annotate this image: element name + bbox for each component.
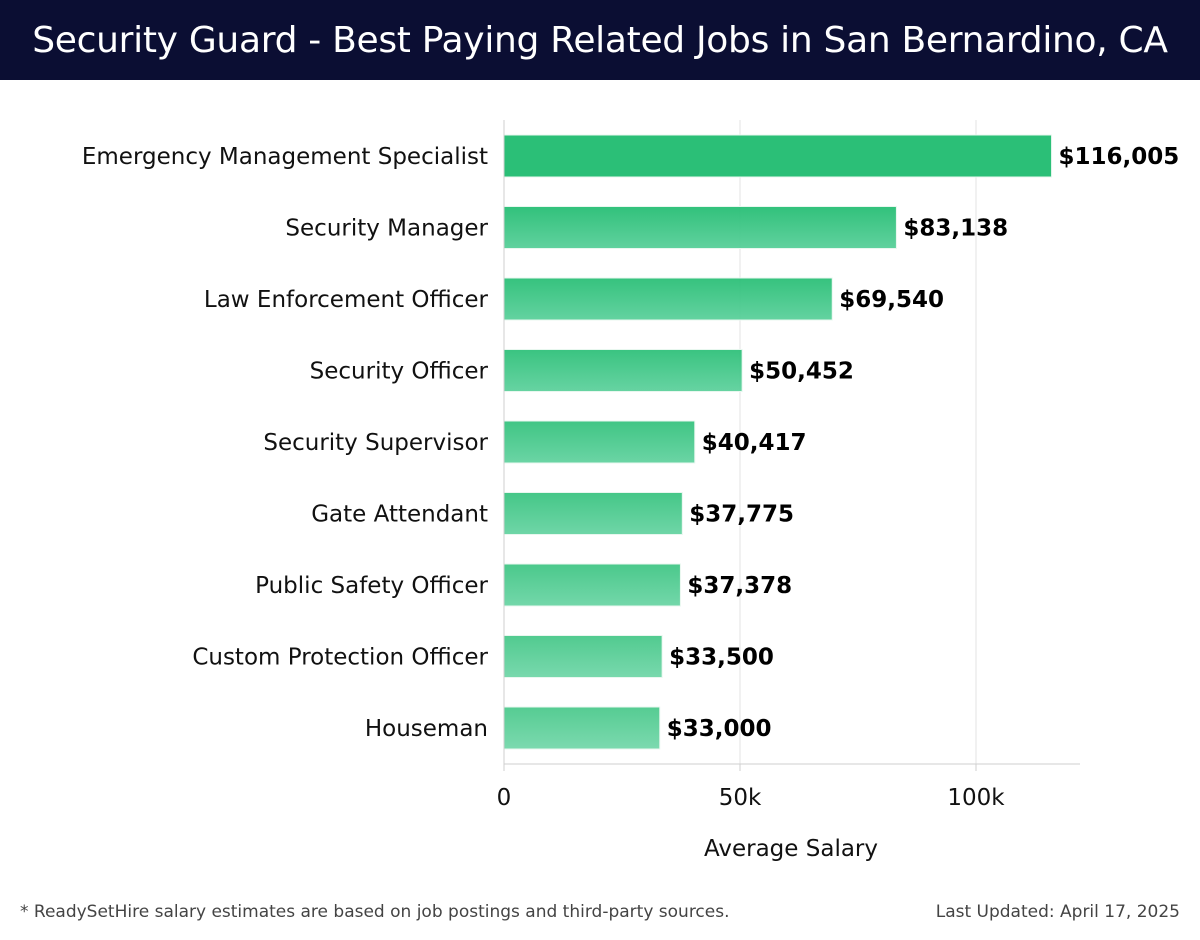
bar [503,706,661,750]
footnote: * ReadySetHire salary estimates are base… [20,902,730,922]
category-label: Houseman [365,716,488,742]
value-label: $40,417 [702,430,807,456]
title-bar: Security Guard - Best Paying Related Job… [0,0,1200,80]
bar [503,635,663,678]
bar [503,134,1053,178]
x-axis: 0 50k 100k [497,120,1080,811]
category-label: Security Officer [310,359,489,385]
value-label: $37,378 [687,573,792,599]
category-label: Law Enforcement Officer [204,287,489,313]
x-tick-label: 0 [497,785,512,811]
chart-title: Security Guard - Best Paying Related Job… [32,19,1168,61]
category-label: Gate Attendant [311,502,488,528]
category-label: Public Safety Officer [255,573,488,599]
category-label: Security Manager [285,216,488,242]
category-labels: Emergency Management Specialist Security … [82,144,489,742]
bar [503,492,683,535]
value-label: $50,452 [749,359,854,385]
x-tick-label: 100k [947,785,1005,811]
category-label: Custom Protection Officer [192,645,488,671]
bar [503,420,696,464]
category-label: Security Supervisor [263,430,488,456]
bar [503,277,833,321]
value-label: $69,540 [839,287,944,313]
value-label: $33,000 [667,716,772,742]
value-label: $37,775 [689,502,794,528]
last-updated: Last Updated: April 17, 2025 [935,902,1180,922]
bar [503,349,743,392]
bars [503,134,1053,750]
value-labels: $116,005 $83,138 $69,540 $50,452 $40,417 $37,… [667,144,1180,742]
value-label: $116,005 [1059,144,1180,170]
value-label: $83,138 [903,216,1008,242]
category-label: Emergency Management Specialist [82,144,488,170]
x-axis-title: Average Salary [704,836,878,862]
bar [503,563,681,607]
x-tick-label: 50k [719,785,762,811]
value-label: $33,500 [669,645,774,671]
bar [503,206,897,249]
